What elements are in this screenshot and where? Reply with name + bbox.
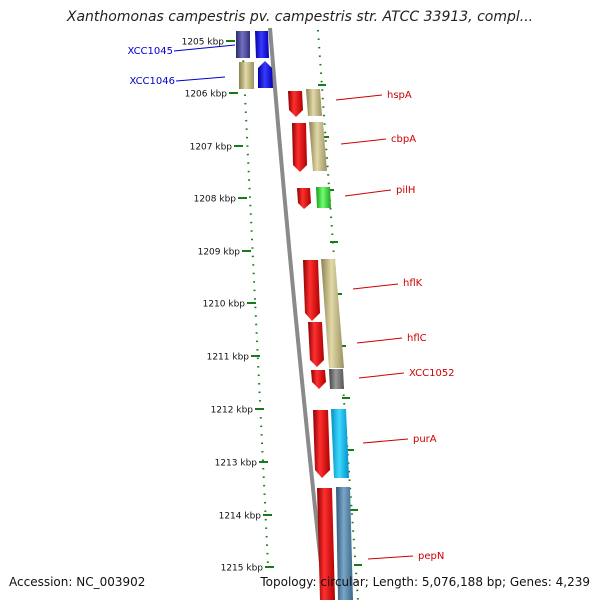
gene-leader-line [173, 44, 236, 52]
gene-block-red-pura [313, 410, 330, 478]
tick-label: 1215 kbp [221, 564, 264, 574]
gene-block-red-pilh [297, 188, 311, 209]
gene-leader-line [352, 283, 399, 290]
gene-label-xcc1046[interactable]: XCC1046 [129, 76, 175, 87]
gene-label-pura[interactable]: purA [413, 434, 437, 445]
gene-label-pepn[interactable]: pepN [418, 551, 444, 562]
map-title: Xanthomonas campestris pv. campestris st… [66, 9, 534, 25]
gene-leader-line [344, 189, 392, 197]
tick-label: 1209 kbp [198, 248, 241, 258]
gene-block-blue-xcc1046 [258, 61, 273, 88]
gene-block-red-xcc1052 [311, 370, 326, 389]
tick-label: 1205 kbp [182, 38, 225, 48]
tick-label: 1208 kbp [194, 195, 237, 205]
gene-block-red-pepn [317, 488, 335, 600]
accession-text: Accession: NC_003902 [9, 575, 146, 589]
tick-label: 1211 kbp [207, 353, 250, 363]
gene-label-hflc[interactable]: hflC [407, 333, 427, 344]
gene-block-green-pilh [316, 187, 331, 208]
gene-block-red-cbpa [292, 123, 307, 172]
gene-block-red-hflc [308, 322, 324, 367]
gene-block-khaki-hflk [321, 259, 344, 368]
genome-backbone [268, 27, 327, 600]
gene-block-khaki-1 [239, 62, 254, 89]
gene-block-red-hspa [288, 91, 303, 117]
gene-block-blue-xcc1045 [255, 31, 269, 58]
gene-leader-line [362, 438, 409, 444]
tick-label: 1214 kbp [219, 512, 262, 522]
gene-labels: XCC1045 XCC1046 hspA cbpA pilH hflK hflC XCC105… [127, 44, 455, 562]
gene-block-navy-1 [236, 31, 250, 58]
gene-label-hspa[interactable]: hspA [387, 90, 412, 101]
gene-label-hflk[interactable]: hflK [403, 278, 423, 289]
tick-label: 1207 kbp [190, 143, 233, 153]
gene-leader-line [367, 555, 414, 560]
gene-block-khaki-cbpa [309, 122, 327, 171]
gene-label-xcc1045[interactable]: XCC1045 [127, 46, 173, 57]
gene-block-red-hflk [303, 260, 320, 321]
gene-label-pilh[interactable]: pilH [396, 185, 415, 196]
right-track-guide [317, 29, 359, 600]
gene-block-gray-xcc1052 [329, 369, 344, 389]
tick-label: 1213 kbp [215, 459, 258, 469]
gene-leader-line [358, 372, 405, 379]
gene-label-xcc1052[interactable]: XCC1052 [409, 368, 455, 379]
gene-leader-line [335, 94, 383, 101]
gene-block-steel-pepn [336, 487, 353, 600]
tick-label: 1210 kbp [203, 300, 246, 310]
tick-label: 1212 kbp [211, 406, 254, 416]
gene-block-khaki-hspa [306, 89, 322, 116]
gene-leader-line [340, 138, 387, 145]
gene-label-cbpa[interactable]: cbpA [391, 134, 416, 145]
left-track-guide [241, 34, 269, 566]
tick-label: 1206 kbp [185, 90, 228, 100]
gene-features [236, 31, 353, 600]
gene-block-cyan-pura [331, 409, 349, 478]
topology-text: Topology: circular; Length: 5,076,188 bp… [260, 575, 590, 589]
gene-leader-line [175, 76, 226, 82]
gene-leader-line [356, 337, 403, 344]
